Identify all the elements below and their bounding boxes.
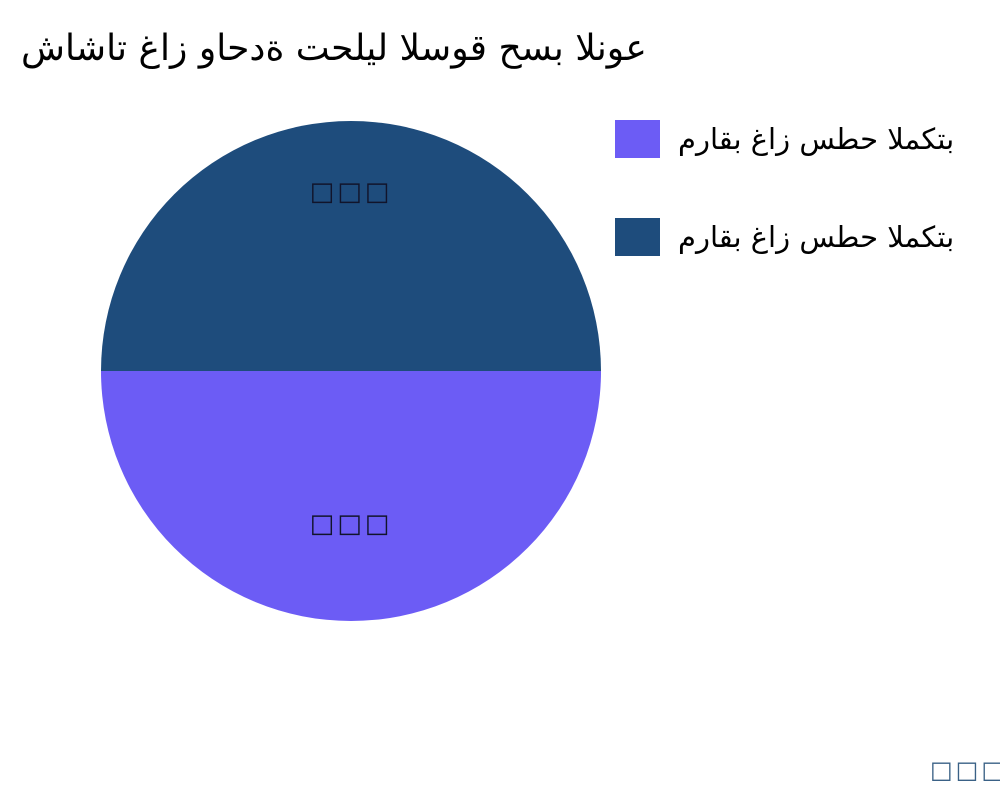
legend: مراقب غاز سطح المكتب مراقب غاز سطح المكت… bbox=[615, 120, 1000, 256]
legend-swatch-purple-icon bbox=[615, 120, 660, 158]
chart-title: شاشات غاز واحدة تحليل السوق حسب النوع bbox=[21, 28, 647, 69]
pie-slice-label-darkblue: □□□ bbox=[309, 177, 393, 207]
legend-label-1: مراقب غاز سطح المكتب bbox=[678, 220, 955, 254]
pie-slice-darkblue[interactable] bbox=[101, 121, 601, 371]
legend-item-1[interactable]: مراقب غاز سطح المكتب bbox=[615, 218, 1000, 256]
legend-swatch-darkblue-icon bbox=[615, 218, 660, 256]
pie-slice-purple[interactable] bbox=[101, 371, 601, 621]
pie-slice-label-purple: □□□ bbox=[309, 509, 393, 539]
footer-watermark: □□□ bbox=[930, 756, 1000, 784]
legend-label-0: مراقب غاز سطح المكتب bbox=[678, 122, 955, 156]
legend-item-0[interactable]: مراقب غاز سطح المكتب bbox=[615, 120, 1000, 158]
pie-chart-area: □□□ □□□ bbox=[101, 121, 601, 621]
pie-svg bbox=[101, 121, 601, 621]
